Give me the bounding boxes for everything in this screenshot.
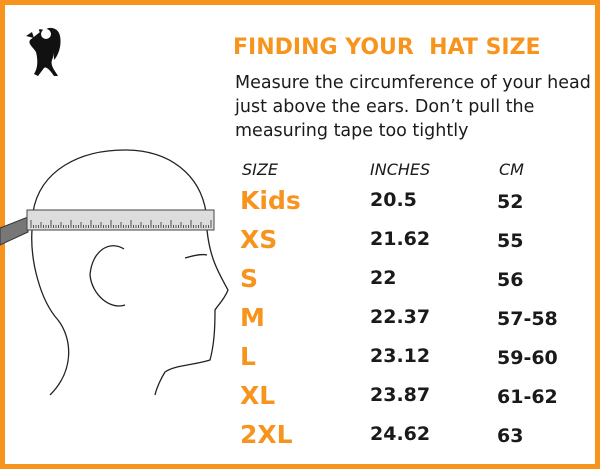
- size-row-inches: 20.5: [370, 189, 417, 211]
- size-row-inches: 23.87: [370, 384, 431, 406]
- size-row-size: M: [240, 303, 265, 332]
- size-row-inches: 22.37: [370, 306, 431, 328]
- size-row-size: L: [240, 342, 256, 371]
- header-cm: CM: [499, 160, 524, 179]
- size-row-cm: 55: [497, 230, 524, 252]
- head-illustration: [31, 149, 229, 396]
- header-inches: INCHES: [370, 160, 431, 179]
- size-row: M 22.37 57-58: [0, 303, 600, 342]
- size-row-cm: 59-60: [497, 347, 558, 369]
- size-row-size: XL: [240, 381, 276, 410]
- size-row: XL 23.87 61-62: [0, 381, 600, 420]
- size-row: 2XL 24.62 63: [0, 420, 600, 459]
- header-size: SIZE: [242, 160, 278, 179]
- size-row-inches: 21.62: [370, 228, 431, 250]
- size-row-inches: 22: [370, 267, 397, 289]
- size-row: XS 21.62 55: [0, 225, 600, 264]
- tape-strap: [0, 216, 29, 246]
- size-row-cm: 61-62: [497, 386, 558, 408]
- size-row-cm: 52: [497, 191, 524, 213]
- size-row-cm: 57-58: [497, 308, 558, 330]
- skunk-logo-icon: [26, 27, 61, 76]
- size-row: S 22 56: [0, 264, 600, 303]
- size-row-inches: 23.12: [370, 345, 431, 367]
- size-row-cm: 56: [497, 269, 524, 291]
- page-title: FINDING YOUR HAT SIZE: [233, 35, 541, 60]
- size-row-size: XS: [240, 225, 278, 254]
- size-row-size: 2XL: [240, 420, 293, 449]
- measuring-tape-icon: [26, 209, 215, 231]
- instructions: Measure the circumference of your head j…: [235, 73, 591, 141]
- size-row-cm: 63: [497, 425, 524, 447]
- size-row: Kids 20.5 52: [0, 186, 600, 225]
- size-row-size: Kids: [240, 186, 301, 215]
- size-row-size: S: [240, 264, 259, 293]
- size-row-inches: 24.62: [370, 423, 431, 445]
- size-row: L 23.12 59-60: [0, 342, 600, 381]
